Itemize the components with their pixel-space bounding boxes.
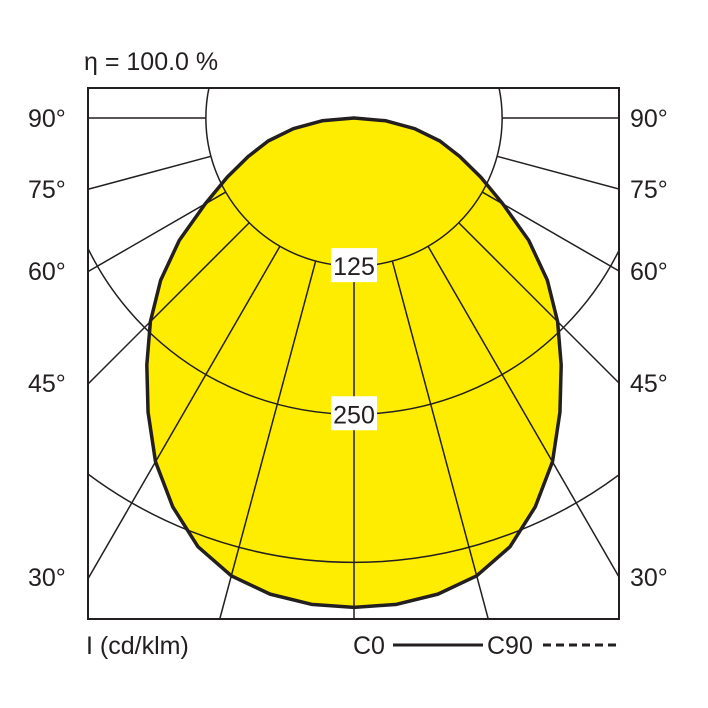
ray--30	[88, 245, 281, 580]
ray-15	[391, 260, 489, 619]
plot-area	[88, 88, 619, 619]
efficiency-title: η = 100.0 %	[84, 48, 218, 76]
angle-label-left-90: 90°	[28, 105, 66, 133]
ring-label-box	[331, 248, 377, 283]
unit-label: I (cd/klm)	[86, 632, 189, 660]
angle-labels: 90° 90° 75° 75° 60° 60° 45° 45° 30° 30°	[28, 105, 668, 592]
angle-label-left-30: 30°	[28, 564, 66, 592]
angle-label-left-45: 45°	[28, 370, 66, 398]
angle-label-right-75: 75°	[630, 176, 668, 204]
angle-label-right-45: 45°	[630, 370, 668, 398]
angle-label-right-90: 90°	[630, 105, 668, 133]
ray-75	[496, 155, 619, 190]
legend-c90-label: C90	[487, 632, 533, 660]
ray-30	[427, 245, 619, 578]
angle-label-right-60: 60°	[630, 258, 668, 286]
plot-frame	[87, 87, 620, 620]
ray--45	[88, 222, 250, 385]
legend-c0-label: C0	[353, 632, 385, 660]
ring-label-250: 250	[333, 401, 375, 429]
ray--75	[88, 155, 212, 190]
angle-label-left-75: 75°	[28, 176, 66, 204]
curve-c0	[145, 116, 563, 610]
ring-label-125: 125	[333, 253, 375, 281]
angle-label-right-30: 30°	[630, 564, 668, 592]
ring-label-box	[331, 396, 377, 431]
angle-label-left-60: 60°	[28, 258, 66, 286]
ray--15	[219, 260, 317, 619]
ray-45	[458, 222, 619, 384]
